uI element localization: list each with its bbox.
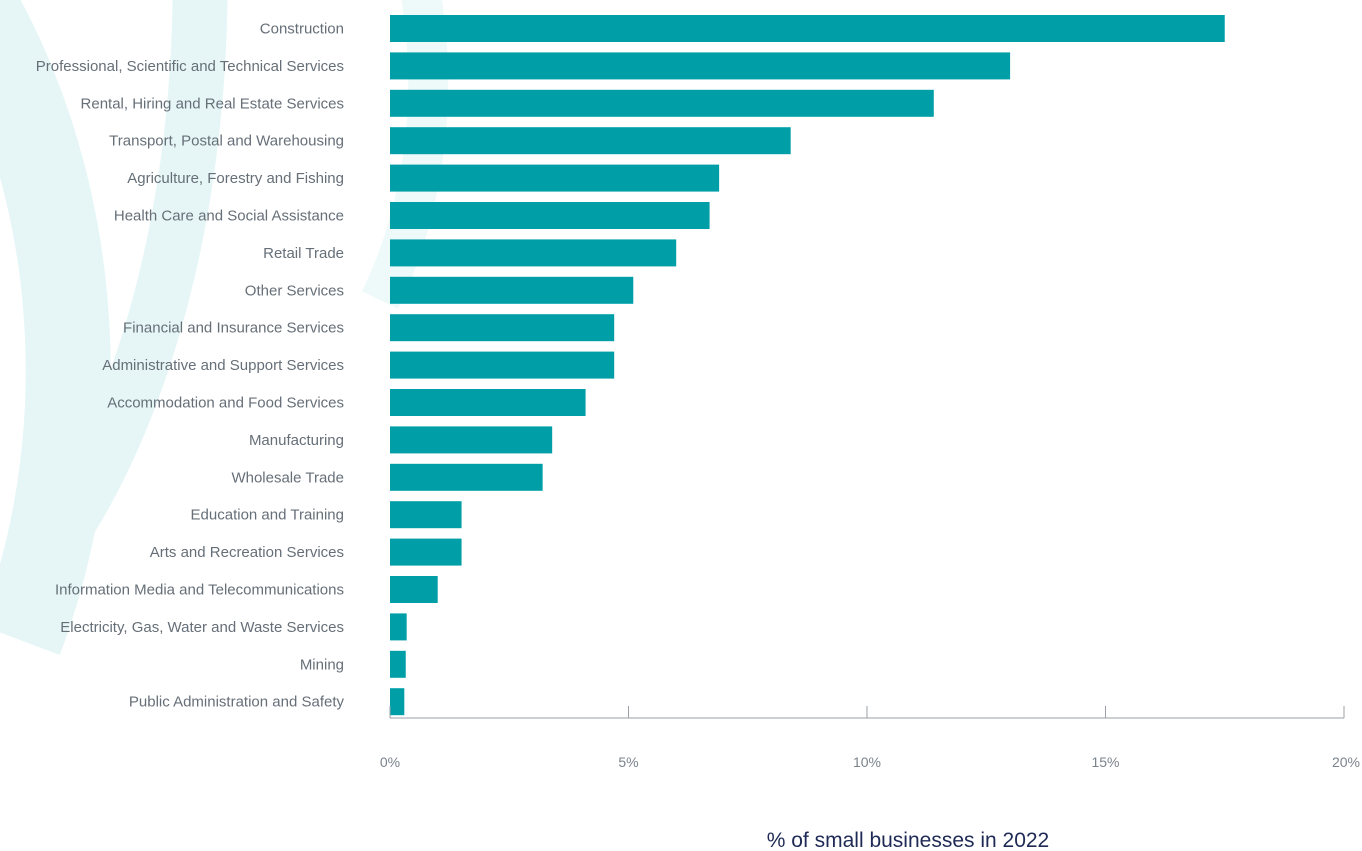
category-label: Construction bbox=[260, 21, 344, 38]
bar bbox=[390, 463, 543, 491]
bar bbox=[390, 538, 462, 566]
bar bbox=[390, 127, 791, 155]
category-label: Agriculture, Forestry and Fishing bbox=[127, 170, 344, 187]
category-label: Wholesale Trade bbox=[231, 469, 344, 486]
category-label: Transport, Postal and Warehousing bbox=[109, 133, 344, 150]
category-labels: Construction Professional, Scientific and… bbox=[36, 21, 345, 711]
x-tick-label: 15% bbox=[1091, 754, 1119, 770]
category-label: Retail Trade bbox=[263, 245, 344, 262]
bar bbox=[390, 613, 407, 641]
category-label: Rental, Hiring and Real Estate Services bbox=[81, 95, 344, 112]
category-label: Education and Training bbox=[191, 507, 344, 524]
bar bbox=[390, 688, 405, 716]
bar bbox=[390, 239, 677, 267]
bar bbox=[390, 314, 615, 342]
category-label: Mining bbox=[300, 656, 344, 673]
x-tick-label: 10% bbox=[853, 754, 881, 770]
bar bbox=[390, 351, 615, 379]
bars bbox=[390, 15, 1225, 716]
bar bbox=[390, 164, 720, 192]
category-label: Other Services bbox=[245, 282, 344, 299]
bar bbox=[390, 576, 438, 603]
bar bbox=[390, 202, 710, 229]
bar bbox=[390, 501, 462, 529]
x-tick-label: 0% bbox=[380, 754, 400, 770]
bar bbox=[390, 52, 1011, 80]
x-axis-title: % of small businesses in 2022 bbox=[767, 829, 1050, 851]
category-label: Public Administration and Safety bbox=[129, 694, 345, 711]
category-label: Manufacturing bbox=[249, 432, 344, 449]
category-label: Administrative and Support Services bbox=[102, 357, 344, 374]
x-tick-label: 5% bbox=[618, 754, 638, 770]
bar bbox=[390, 650, 406, 678]
bar bbox=[390, 276, 634, 304]
bar bbox=[390, 15, 1225, 42]
category-label: Health Care and Social Assistance bbox=[114, 208, 344, 225]
category-label: Information Media and Telecommunications bbox=[55, 582, 344, 599]
bar bbox=[390, 89, 934, 117]
category-label: Accommodation and Food Services bbox=[107, 395, 344, 412]
x-axis: 0% 5% 10% 15% 20% bbox=[380, 706, 1360, 770]
bar bbox=[390, 426, 553, 454]
category-label: Arts and Recreation Services bbox=[150, 544, 344, 561]
x-tick-label: 20% bbox=[1332, 754, 1360, 770]
category-label: Professional, Scientific and Technical S… bbox=[36, 58, 344, 75]
bar bbox=[390, 389, 586, 416]
category-label: Financial and Insurance Services bbox=[123, 320, 344, 337]
category-label: Electricity, Gas, Water and Waste Servic… bbox=[60, 619, 344, 636]
